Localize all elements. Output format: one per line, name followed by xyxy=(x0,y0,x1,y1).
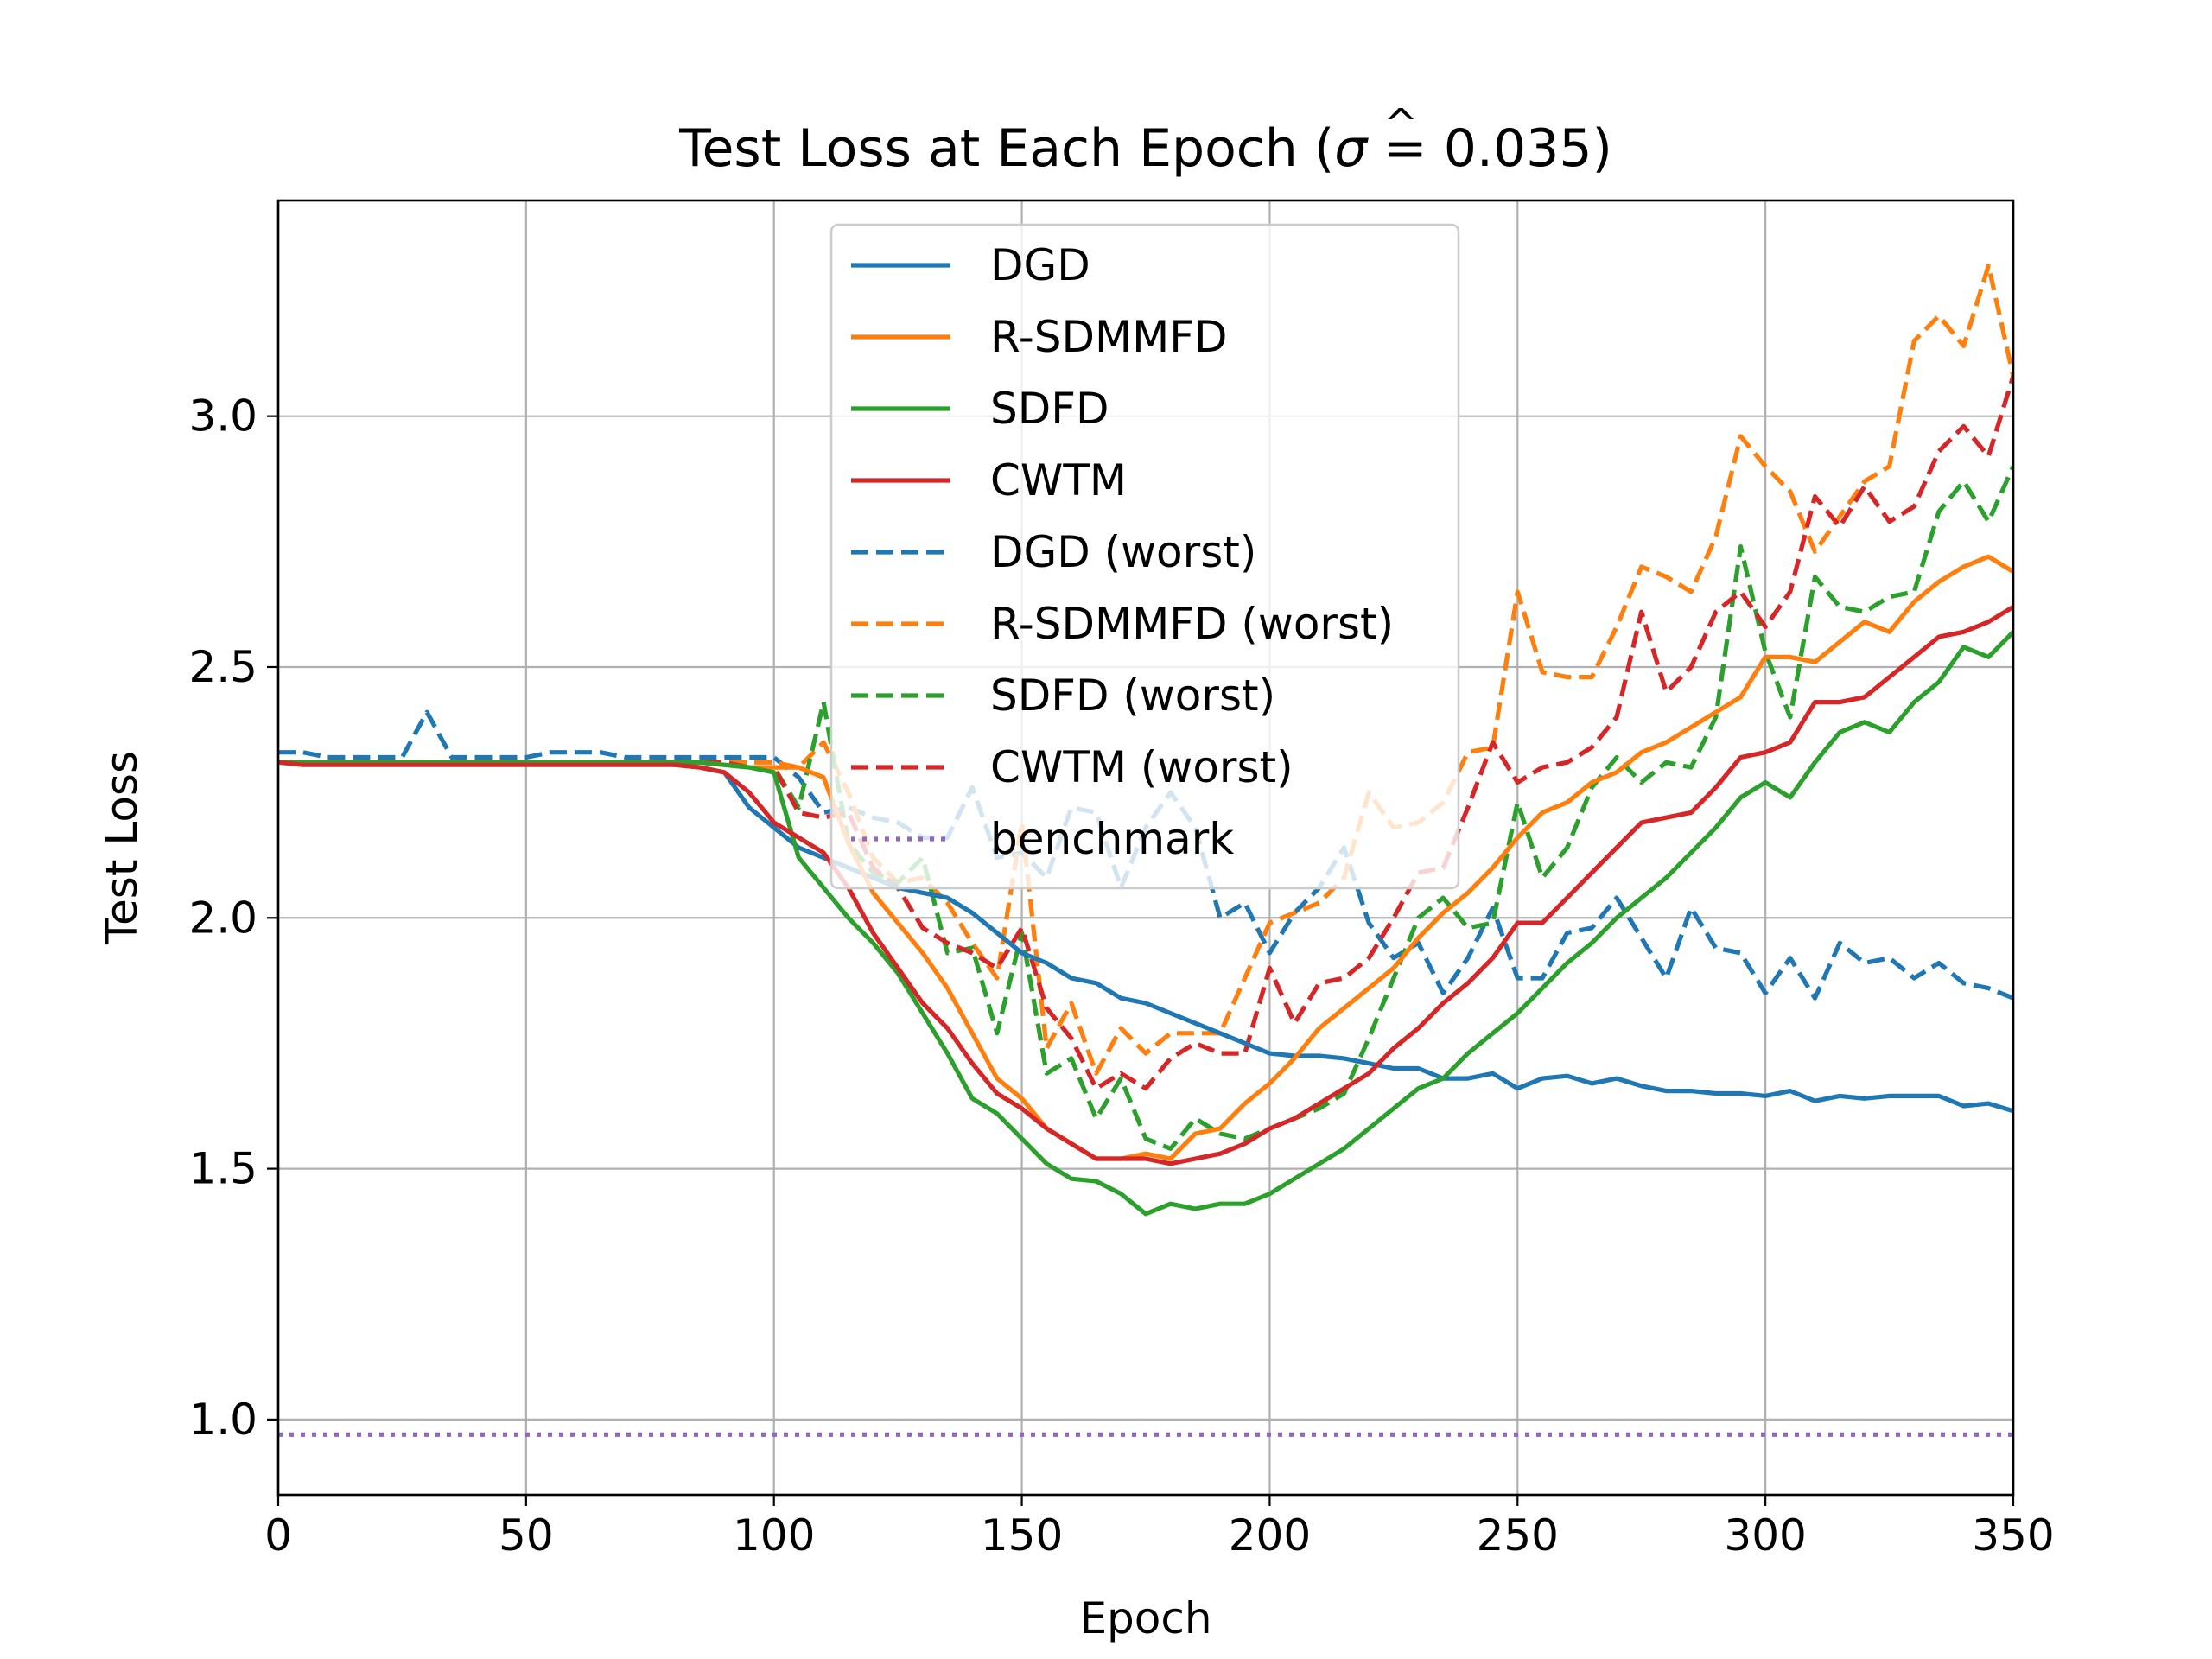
y-tick-label: 2.5 xyxy=(188,642,257,692)
legend-label-r-sdmmfd: R-SDMMFD xyxy=(990,312,1228,362)
y-tick-label: 2.0 xyxy=(188,893,257,943)
legend-label-dgd-worst: DGD (worst) xyxy=(990,527,1256,577)
x-axis-label: Epoch xyxy=(1079,1593,1211,1643)
x-tick-label: 300 xyxy=(1724,1510,1806,1560)
legend-label-benchmark: benchmark xyxy=(990,814,1234,864)
plot-frame xyxy=(276,199,2015,1497)
title-sigma-hat: ^ xyxy=(1383,100,1418,149)
y-tick-label: 1.5 xyxy=(188,1144,257,1194)
y-axis-label: Test Loss xyxy=(97,751,147,945)
x-axis: 0 50 100 150 200 250 300 350 xyxy=(264,1495,2055,1560)
series-line-cwtm xyxy=(278,605,2013,1166)
legend-box xyxy=(830,223,1460,890)
legend-label-dgd: DGD xyxy=(990,240,1090,290)
legend: DGD R-SDMMFD SDFD CWTM DGD (worst) R-SDMMFD (… xyxy=(830,223,1460,890)
title-sigma: σ xyxy=(1334,118,1369,179)
x-tick-label: 0 xyxy=(264,1510,292,1560)
legend-label-sdfd-worst: SDFD (worst) xyxy=(990,671,1275,721)
x-tick-label: 50 xyxy=(499,1510,554,1560)
x-tick-label: 150 xyxy=(981,1510,1063,1560)
legend-label-cwtm: CWTM xyxy=(990,455,1127,505)
x-tick-label: 100 xyxy=(733,1510,815,1560)
x-tick-label: 200 xyxy=(1229,1510,1311,1560)
y-tick-label: 3.0 xyxy=(188,391,257,442)
x-tick-label: 350 xyxy=(1972,1510,2054,1560)
legend-label-sdfd: SDFD xyxy=(990,384,1109,434)
y-axis: 1.0 1.5 2.0 2.5 3.0 xyxy=(188,391,278,1445)
legend-label-cwtm-worst: CWTM (worst) xyxy=(990,742,1294,792)
y-tick-label: 1.0 xyxy=(188,1395,257,1445)
legend-label-r-sdmmfd-worst: R-SDMMFD (worst) xyxy=(990,599,1394,649)
x-tick-label: 250 xyxy=(1477,1510,1559,1560)
chart-title: Test Loss at Each Epoch (σ = 0.035) xyxy=(678,118,1612,179)
series-line-sdfd xyxy=(278,630,2013,1217)
